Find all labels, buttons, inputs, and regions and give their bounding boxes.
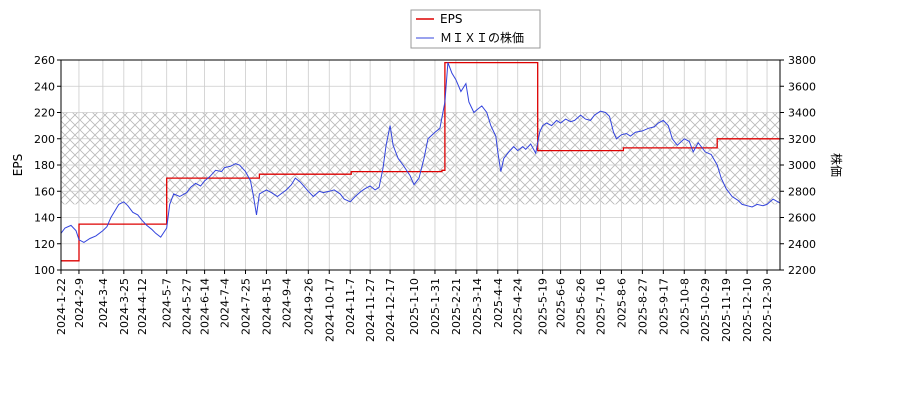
right-tick-label: 3800: [788, 54, 816, 67]
right-tick-label: 3000: [788, 159, 816, 172]
x-tick-label: 2025-1-31: [429, 278, 442, 335]
legend-label-eps: EPS: [440, 12, 462, 26]
right-tick-label: 2600: [788, 212, 816, 225]
right-axis-title: 株価: [829, 153, 844, 177]
x-tick-label: 2024-1-22: [55, 278, 68, 335]
x-tick-label: 2024-8-15: [260, 278, 273, 335]
x-tick-label: 2025-8-27: [636, 278, 649, 335]
x-tick-label: 2025-12-10: [741, 278, 754, 342]
x-tick-label: 2024-9-4: [280, 278, 293, 328]
x-tick-label: 2024-11-7: [344, 278, 357, 335]
right-tick-label: 2800: [788, 185, 816, 198]
x-tick-label: 2025-10-8: [678, 278, 691, 335]
left-tick-label: 180: [34, 159, 55, 172]
left-tick-label: 200: [34, 133, 55, 146]
x-tick-label: 2025-2-21: [450, 278, 463, 335]
right-axis-ticks: 2200 2400 2600 2800 3000 3200 3400 3600 3800: [780, 54, 816, 277]
shaded-band: [61, 112, 780, 205]
legend-label-price: ＭＩＸＩの株価: [440, 30, 524, 45]
x-tick-label: 2024-12-17: [384, 278, 397, 342]
x-tick-label: 2024-11-27: [364, 278, 377, 342]
x-tick-label: 2025-1-10: [408, 278, 421, 335]
x-tick-label: 2024-10-17: [323, 278, 336, 342]
left-axis-ticks: 100 120 140 160 180 200 220 240 260: [34, 54, 61, 277]
hatched-range: [61, 112, 780, 205]
x-tick-label: 2025-6-26: [575, 278, 588, 335]
x-tick-label: 2025-4-4: [492, 278, 505, 328]
x-tick-label: 2025-6-6: [555, 278, 568, 328]
stock-price-line: [61, 62, 780, 243]
x-tick-label: 2024-7-25: [239, 278, 252, 335]
x-tick-label: 2024-5-27: [181, 278, 194, 335]
x-tick-label: 2024-5-7: [161, 278, 174, 328]
x-tick-label: 2025-9-17: [657, 278, 670, 335]
legend-box: [410, 9, 541, 49]
x-tick-label: 2024-3-25: [118, 278, 131, 335]
x-axis-ticks: 2024-1-22 2024-2-9 2024-3-4 2024-3-25 2024-4…: [55, 270, 774, 342]
x-tick-label: 2024-9-26: [302, 278, 315, 335]
left-tick-label: 120: [34, 238, 55, 251]
x-tick-label: 2025-7-16: [594, 278, 607, 335]
eps-line: [61, 61, 780, 262]
x-tick-label: 2025-11-19: [720, 278, 733, 342]
x-tick-label: 2025-3-14: [471, 278, 484, 335]
series-lines: [61, 61, 780, 262]
x-tick-label: 2024-4-12: [136, 278, 149, 335]
right-tick-label: 3600: [788, 80, 816, 93]
left-tick-label: 100: [34, 264, 55, 277]
grid-lines: [60, 59, 780, 271]
left-tick-label: 140: [34, 212, 55, 225]
left-axis-title: EPS: [11, 154, 25, 176]
legend: EPS ＭＩＸＩの株価: [410, 9, 541, 49]
x-tick-label: 2025-8-6: [615, 278, 628, 328]
x-tick-label: 2024-7-4: [219, 278, 232, 328]
left-tick-label: 160: [34, 185, 55, 198]
right-tick-label: 3200: [788, 133, 816, 146]
left-tick-label: 260: [34, 54, 55, 67]
x-tick-label: 2025-10-29: [699, 278, 712, 342]
x-tick-label: 2025-4-24: [512, 278, 525, 335]
right-tick-label: 2200: [788, 264, 816, 277]
left-tick-label: 240: [34, 80, 55, 93]
right-tick-label: 3400: [788, 107, 816, 120]
x-tick-label: 2024-6-14: [199, 278, 212, 335]
x-tick-label: 2024-2-9: [73, 278, 86, 328]
x-tick-label: 2024-3-4: [97, 278, 110, 328]
left-tick-label: 220: [34, 107, 55, 120]
x-tick-label: 2025-12-30: [761, 278, 774, 342]
right-tick-label: 2400: [788, 238, 816, 251]
x-tick-label: 2025-5-19: [537, 278, 550, 335]
